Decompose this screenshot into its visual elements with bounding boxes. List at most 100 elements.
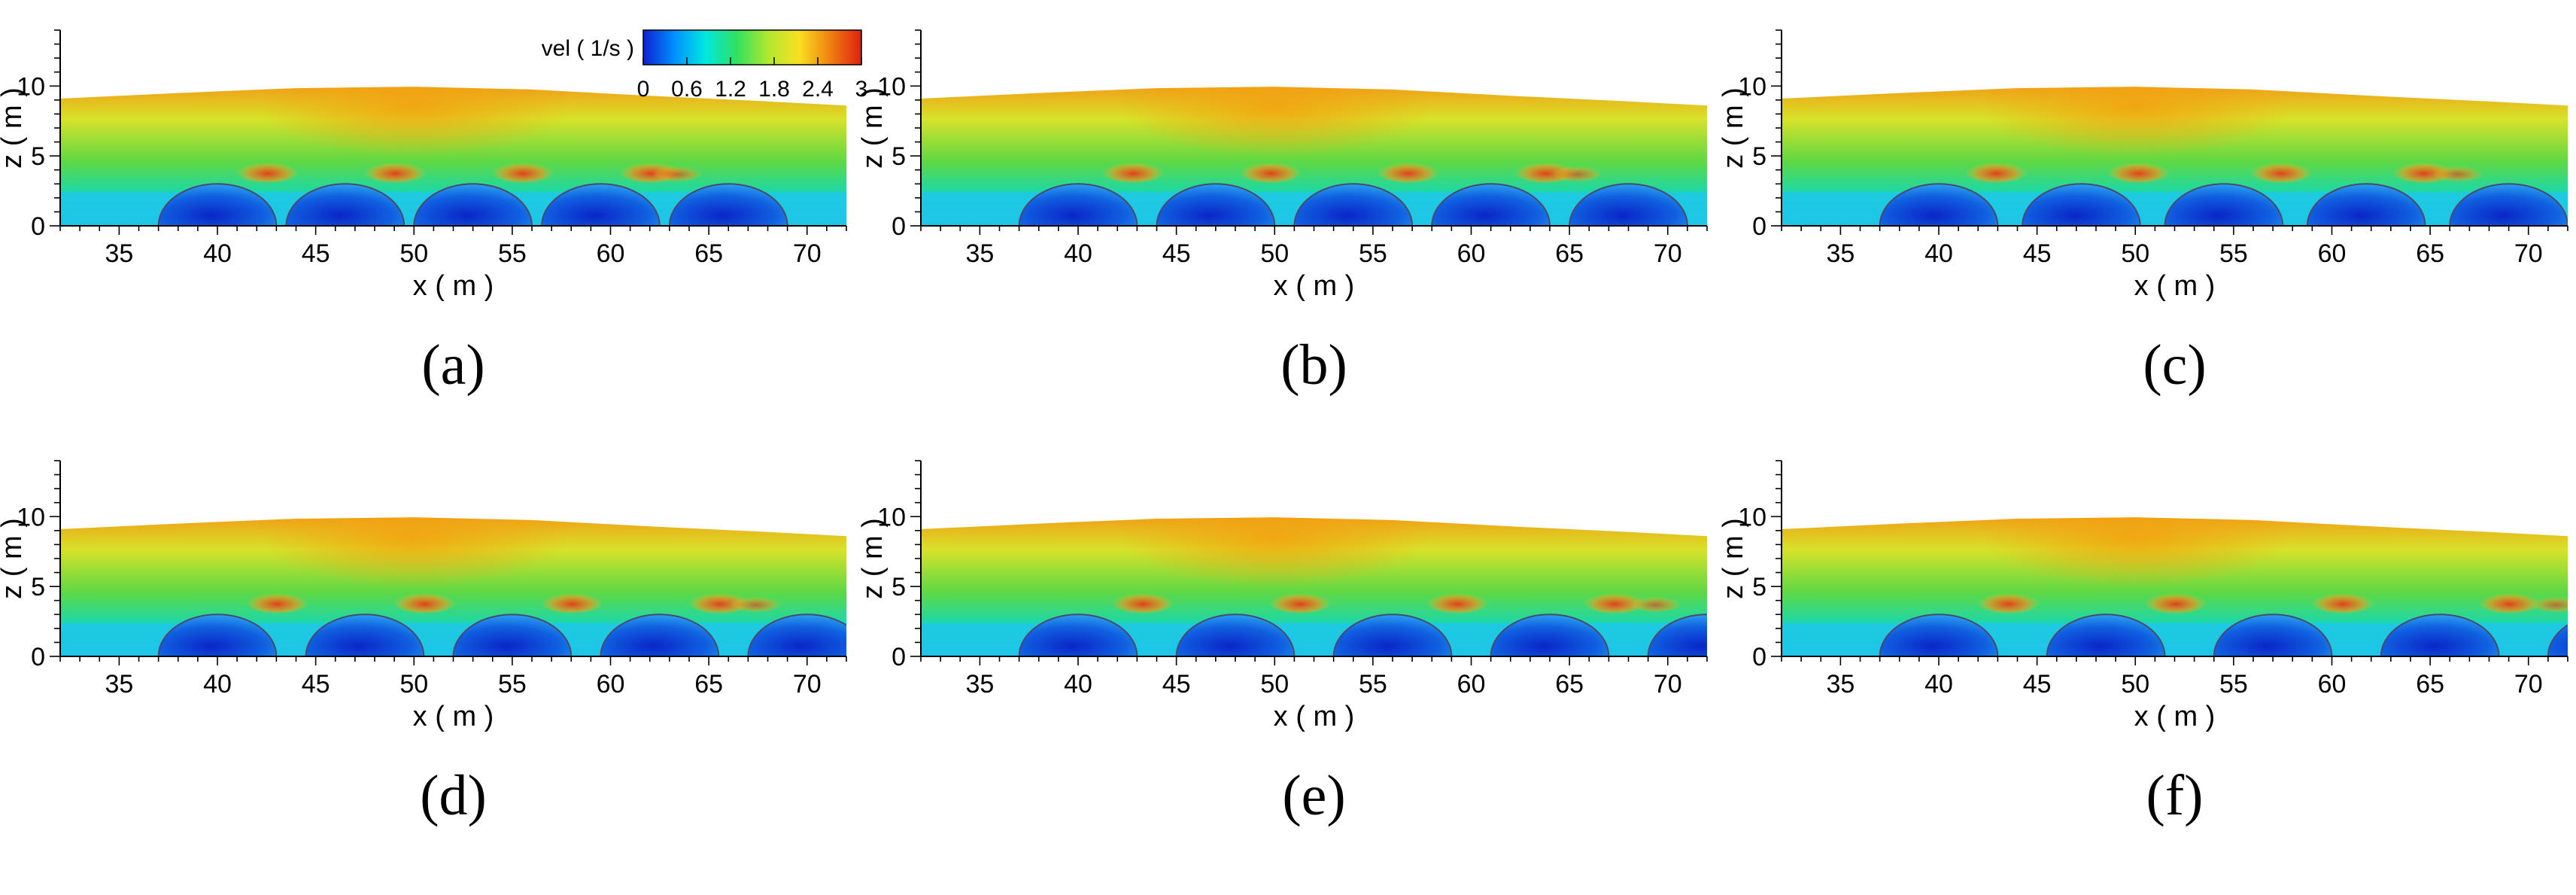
unit-body [1431, 183, 1551, 226]
jet-mark [491, 160, 555, 183]
panel-label: (f) [2146, 764, 2204, 827]
high-velocity-core [257, 517, 572, 588]
unit-body [2306, 183, 2426, 226]
unit-body [1156, 183, 1276, 226]
jet-mark [1976, 590, 2040, 613]
y-tick-label: 5 [892, 573, 906, 601]
x-tick-label: 40 [203, 239, 232, 268]
unit-body [2547, 624, 2568, 656]
jet-mark [2530, 595, 2568, 612]
x-tick-label: 40 [1064, 239, 1092, 268]
jet-mark [1111, 590, 1175, 613]
unit-body [1879, 613, 1999, 656]
colorbar-tick-label: 2.4 [802, 77, 834, 102]
x-tick-label: 35 [105, 670, 133, 699]
unit-body [541, 183, 661, 226]
x-axis-title: x ( m ) [2134, 701, 2216, 732]
y-tick-label: 0 [31, 643, 45, 671]
y-tick-label: 5 [31, 142, 45, 171]
unit-body [1332, 613, 1453, 656]
high-velocity-core [1978, 87, 2293, 158]
x-tick-label: 60 [597, 239, 625, 268]
colorbar-tick-label: 1.2 [715, 77, 746, 102]
colorbar-title: vel ( 1/s ) [542, 36, 634, 61]
x-tick-label: 65 [694, 670, 723, 699]
x-axis-title: x ( m ) [2134, 270, 2216, 302]
unit-body [1569, 183, 1688, 226]
x-tick-label: 65 [1555, 670, 1584, 699]
x-axis-title: x ( m ) [413, 270, 494, 302]
x-tick-label: 40 [1064, 670, 1092, 699]
unit-body [305, 613, 425, 656]
high-velocity-core [1117, 517, 1432, 588]
x-tick-label: 70 [2514, 670, 2543, 699]
x-tick-label: 35 [965, 670, 994, 699]
x-tick-label: 35 [105, 239, 133, 268]
x-tick-label: 65 [1555, 239, 1584, 268]
y-tick-label: 10 [1738, 503, 1766, 531]
y-tick-label: 5 [892, 142, 906, 171]
unit-body [668, 183, 788, 226]
x-tick-label: 60 [2318, 239, 2347, 268]
x-axis-title: x ( m ) [413, 701, 494, 732]
x-tick-label: 40 [1924, 670, 1953, 699]
y-tick-label: 10 [877, 72, 906, 101]
unit-body [2449, 183, 2568, 226]
y-tick-label: 5 [31, 573, 45, 601]
unit-body [2380, 613, 2500, 656]
y-tick-label: 0 [1752, 643, 1766, 671]
jet-mark [2311, 590, 2374, 613]
x-tick-label: 45 [302, 239, 330, 268]
panel-label: (c) [2143, 333, 2206, 397]
jet-mark [652, 164, 703, 181]
x-tick-label: 55 [1359, 670, 1387, 699]
x-tick-label: 65 [2416, 670, 2444, 699]
y-tick-label: 10 [877, 503, 906, 531]
y-tick-label: 5 [1752, 573, 1766, 601]
velocity-panel: 35 40 45 50 55 60 65 70 0 5 10 x ( m ) z ( m ) (a) [0, 29, 847, 397]
y-tick-label: 0 [1752, 212, 1766, 241]
y-axis-title: z ( m ) [857, 518, 889, 599]
y-axis-title: z ( m ) [0, 518, 28, 599]
y-tick-label: 0 [892, 643, 906, 671]
jet-mark [245, 590, 309, 613]
jet-mark [1583, 590, 1647, 613]
colorbar: vel ( 1/s )0 0.6 1.2 1.8 2.4 3 [542, 29, 867, 102]
unit-body [2046, 613, 2166, 656]
unit-body [157, 183, 278, 226]
high-velocity-core [1117, 87, 1432, 158]
jet-mark [1377, 160, 1440, 183]
unit-body [157, 613, 278, 656]
x-tick-label: 60 [2318, 670, 2347, 699]
jet-mark [1268, 590, 1332, 613]
unit-body [1293, 183, 1414, 226]
panel-label: (b) [1280, 333, 1347, 397]
x-tick-label: 60 [597, 670, 625, 699]
y-axis-title: z ( m ) [857, 87, 889, 169]
x-tick-label: 50 [2121, 239, 2149, 268]
velocity-panel: 35 40 45 50 55 60 65 70 0 5 10 x ( m ) z ( m ) (c) [1718, 29, 2568, 397]
y-tick-label: 5 [1752, 142, 1766, 171]
x-tick-label: 60 [1457, 670, 1486, 699]
x-tick-label: 55 [498, 670, 527, 699]
jet-mark [540, 590, 604, 613]
unit-body [2213, 613, 2333, 656]
x-tick-label: 50 [399, 670, 428, 699]
y-tick-label: 10 [1738, 72, 1766, 101]
x-tick-label: 35 [1826, 239, 1855, 268]
unit-body [413, 183, 533, 226]
x-tick-label: 35 [965, 239, 994, 268]
high-velocity-core [1978, 517, 2293, 588]
unit-body [1647, 613, 1707, 656]
x-tick-label: 55 [498, 239, 527, 268]
unit-body [285, 183, 406, 226]
colorbar-tick-label: 1.8 [758, 77, 790, 102]
x-tick-label: 70 [2514, 239, 2543, 268]
x-tick-label: 50 [2121, 670, 2149, 699]
x-tick-label: 45 [1162, 670, 1191, 699]
x-tick-label: 65 [694, 239, 723, 268]
y-axis-title: z ( m ) [1718, 518, 1749, 599]
x-tick-label: 70 [793, 239, 822, 268]
jet-mark [363, 160, 427, 183]
